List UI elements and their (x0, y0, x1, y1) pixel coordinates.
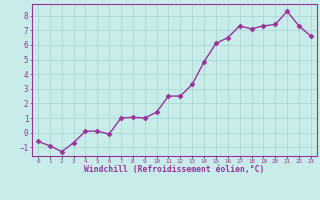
X-axis label: Windchill (Refroidissement éolien,°C): Windchill (Refroidissement éolien,°C) (84, 165, 265, 174)
